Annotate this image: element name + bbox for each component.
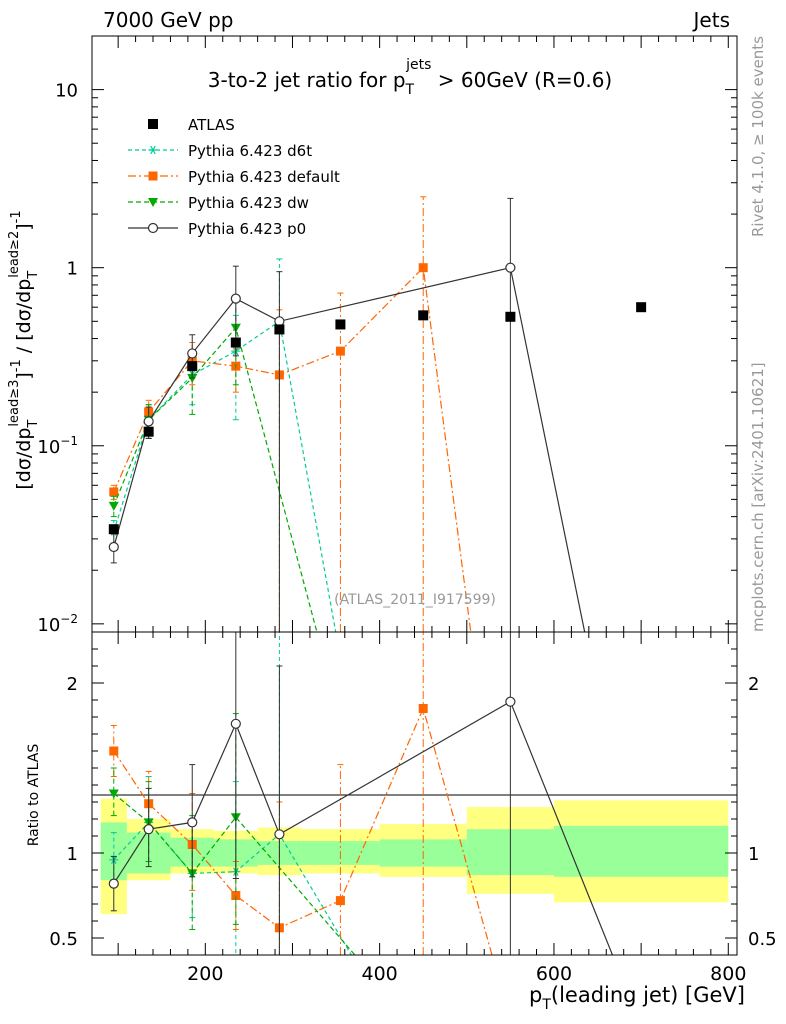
band-green-8: [553, 825, 729, 877]
legend-item-ATLAS: ATLAS: [148, 116, 235, 134]
ytick-label-main-3: 10: [55, 81, 78, 102]
point-default-0: [109, 487, 119, 497]
atlas-point-4: [274, 324, 285, 335]
ytick-label-main-2: 1: [67, 259, 78, 280]
ratio-point-default-0: [109, 746, 119, 756]
point-p0-1: [143, 416, 154, 427]
series-line-p0: [113, 266, 586, 632]
ytick-label-ratio-right-1: 1: [748, 844, 759, 865]
atlas-point-3: [230, 337, 241, 348]
legend-item-p0: Pythia 6.423 p0: [128, 220, 306, 238]
ytick-label-main-0: 10−2: [37, 612, 78, 636]
series-line-d6t: [113, 320, 337, 632]
ytick-label-ratio-left-2: 2: [67, 674, 78, 695]
atlas-point-6: [418, 310, 429, 321]
main-panel: 10−2 10−1 1 10: [37, 35, 738, 636]
legend-item-dw: Pythia 6.423 dw: [128, 194, 309, 212]
ratio-line-default: [113, 706, 493, 955]
xtick-label-3: 800: [710, 963, 746, 985]
svg-text:[dσ/dpTlead≥3]-1 / [dσ/dpTlead: [dσ/dpTlead≥3]-1 / [dσ/dpTlead≥2]-1: [7, 210, 41, 489]
ratio-point-p0-2: [187, 817, 198, 828]
mcplots-label: mcplots.cern.ch [arXiv:2401.10621]: [749, 362, 767, 632]
plot-title-text: 3-to-2 jet ratio for pTjets > 60GeV (R=0…: [208, 57, 612, 98]
point-p0-2: [187, 348, 198, 359]
header-right-label: Jets: [692, 8, 730, 32]
ratio-frame: [91, 631, 738, 956]
ratio-point-default-6: [418, 704, 428, 713]
ratio-point-p0-3: [230, 718, 241, 729]
ratio-point-dw-0: [108, 789, 119, 799]
atlas-point-1: [143, 426, 154, 437]
y-axis-title-ratio: Ratio to ATLAS: [26, 744, 42, 847]
atlas-point-8: [636, 302, 647, 313]
ytick-label-main-1: 10−1: [37, 434, 78, 458]
rivet-label: Rivet 4.1.0, ≥ 100k events: [749, 36, 767, 237]
point-default-6: [418, 263, 428, 273]
ratio-panel: 0.5 0.5 1 1 2 2 200 400 600 800: [49, 631, 777, 985]
ytick-label-ratio-left-0: 0.5: [49, 929, 78, 950]
ratio-point-p0-5: [505, 696, 516, 707]
legend-label-d6t: Pythia 6.423 d6t: [188, 142, 312, 160]
point-default-5: [335, 346, 345, 356]
ratio-point-p0-4: [274, 829, 285, 840]
atlas-point-5: [335, 319, 346, 330]
legend-label-dw: Pythia 6.423 dw: [188, 194, 309, 212]
x-axis-title: pT(leading jet) [GeV]: [529, 983, 745, 1013]
y-axis-title-main: [dσ/dpTlead≥3]-1 / [dσ/dpTlead≥2]-1: [7, 210, 41, 489]
ratio-line-d6t: [113, 821, 353, 955]
legend-item-default: Pythia 6.423 default: [128, 168, 340, 186]
legend-label-ATLAS: ATLAS: [188, 116, 235, 134]
ratio-point-p0-0: [108, 878, 119, 889]
series-line-default: [113, 266, 472, 632]
legend: ATLAS Pythia 6.423 d6t Pythia 6.423 defaul…: [128, 116, 340, 238]
plot-title: 3-to-2 jet ratio for pTjets > 60GeV (R=0…: [208, 57, 612, 98]
point-p0-0: [108, 541, 119, 553]
analysis-id: (ATLAS_2011_I917599): [334, 592, 496, 608]
legend-label-default: Pythia 6.423 default: [188, 168, 340, 186]
atlas-point-0: [108, 524, 119, 535]
atlas-point-7: [505, 311, 516, 322]
header-left-label: 7000 GeV pp: [103, 8, 234, 32]
ratio-point-default-5: [335, 896, 345, 906]
legend-item-d6t: Pythia 6.423 d6t: [128, 142, 312, 160]
ytick-label-ratio-left-1: 1: [67, 844, 78, 865]
xtick-label-0: 200: [187, 963, 223, 985]
legend-label-p0: Pythia 6.423 p0: [188, 220, 306, 238]
point-p0-5: [505, 262, 516, 273]
point-p0-3: [230, 293, 241, 304]
ytick-label-ratio-right-0: 0.5: [748, 929, 777, 950]
xtick-label-1: 400: [362, 963, 398, 985]
atlas-point-2: [187, 361, 198, 372]
xtick-label-2: 600: [536, 963, 572, 985]
ytick-label-ratio-right-2: 2: [748, 674, 759, 695]
ratio-point-p0-1: [143, 824, 154, 835]
point-dw-0: [108, 501, 119, 511]
